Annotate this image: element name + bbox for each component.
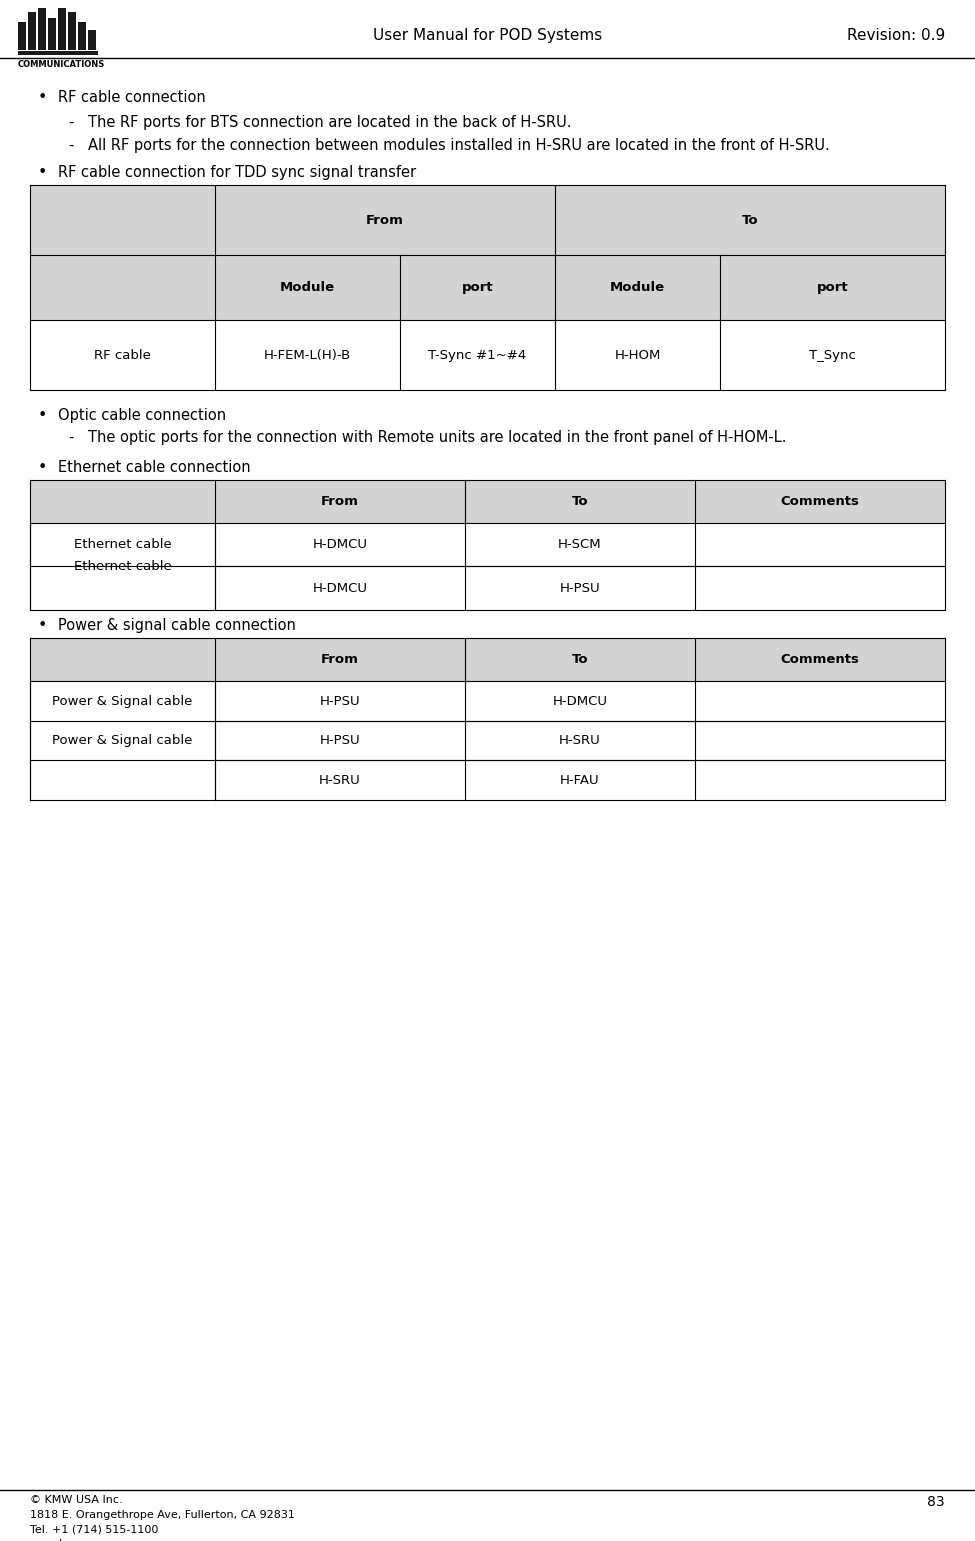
Text: •: • [38,89,48,105]
Text: H-PSU: H-PSU [320,695,361,707]
Bar [18,51,98,55]
Bar [30,681,215,800]
Bar [30,321,945,390]
Text: The optic ports for the connection with Remote units are located in the front pa: The optic ports for the connection with … [88,430,787,445]
Text: H-SRU: H-SRU [319,774,361,786]
Text: Power & signal cable connection: Power & signal cable connection [58,618,295,633]
Text: H-HOM: H-HOM [614,348,661,362]
Text: H-DMCU: H-DMCU [553,695,607,707]
Text: -: - [68,430,73,445]
Text: H-PSU: H-PSU [320,734,361,747]
Bar [30,638,945,681]
Text: T_Sync: T_Sync [809,348,856,362]
Bar [30,185,945,254]
Text: Ethernet cable: Ethernet cable [74,538,172,552]
Bar [38,8,46,49]
Text: Ethernet cable connection: Ethernet cable connection [58,461,251,475]
Text: H-SCM: H-SCM [558,538,602,552]
Bar [30,760,945,800]
Text: To: To [571,495,588,509]
Text: Revision: 0.9: Revision: 0.9 [846,28,945,43]
Text: Power & Signal cable: Power & Signal cable [53,734,193,747]
Bar [30,522,215,610]
Text: To: To [571,653,588,666]
Bar [78,22,86,49]
Text: Power & Signal cable: Power & Signal cable [53,695,193,707]
Text: Comments: Comments [781,495,859,509]
Text: From: From [321,495,359,509]
Text: H-FEM-L(H)-B: H-FEM-L(H)-B [264,348,351,362]
Text: The RF ports for BTS connection are located in the back of H-SRU.: The RF ports for BTS connection are loca… [88,116,571,129]
Bar [30,254,945,321]
Text: © KMW USA Inc.
1818 E. Orangethrope Ave, Fullerton, CA 92831
Tel. +1 (714) 515-1: © KMW USA Inc. 1818 E. Orangethrope Ave,… [30,1495,294,1541]
Bar [30,681,945,721]
Text: port: port [817,280,848,294]
Text: 83: 83 [927,1495,945,1509]
Bar [18,22,26,49]
Bar [58,8,66,49]
Bar [30,522,945,566]
Bar [68,12,76,49]
Text: T-Sync #1~#4: T-Sync #1~#4 [428,348,526,362]
Text: Module: Module [280,280,335,294]
Text: To: To [742,214,759,227]
Bar [48,18,56,49]
Text: H-PSU: H-PSU [560,581,601,595]
Text: H-FAU: H-FAU [561,774,600,786]
Text: H-SRU: H-SRU [559,734,601,747]
Text: COMMUNICATIONS: COMMUNICATIONS [18,60,105,69]
Text: Optic cable connection: Optic cable connection [58,408,226,422]
Text: H-DMCU: H-DMCU [313,581,368,595]
Text: All RF ports for the connection between modules installed in H-SRU are located i: All RF ports for the connection between … [88,139,830,153]
Text: From: From [366,214,404,227]
Text: RF cable connection: RF cable connection [58,89,206,105]
Text: RF cable: RF cable [94,348,151,362]
Bar [30,721,945,760]
Text: Module: Module [610,280,665,294]
Text: Ethernet cable: Ethernet cable [74,559,172,573]
Text: •: • [38,165,48,180]
Text: •: • [38,461,48,475]
Text: •: • [38,618,48,633]
Bar [30,566,945,610]
Text: •: • [38,408,48,422]
Text: From: From [321,653,359,666]
Text: H-DMCU: H-DMCU [313,538,368,552]
Text: RF cable connection for TDD sync signal transfer: RF cable connection for TDD sync signal … [58,165,416,180]
Bar [28,12,36,49]
Text: User Manual for POD Systems: User Manual for POD Systems [372,28,603,43]
Bar [88,29,96,49]
Text: port: port [462,280,493,294]
Text: -: - [68,116,73,129]
Text: -: - [68,139,73,153]
Bar [30,479,945,522]
Text: Comments: Comments [781,653,859,666]
